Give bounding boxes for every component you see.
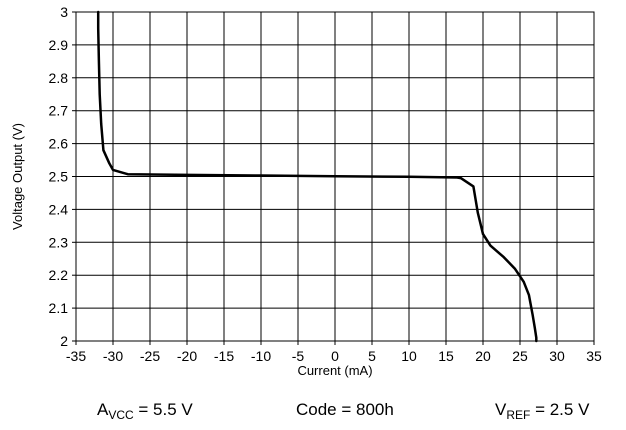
code-text: Code = 800h: [296, 400, 394, 419]
x-tick-label: 0: [331, 348, 339, 364]
tick-marks: [72, 11, 595, 345]
vref-value: = 2.5 V: [530, 400, 590, 419]
x-tick-label: 25: [512, 348, 528, 364]
x-axis-title: Current (mA): [297, 363, 372, 378]
x-tick-label: 5: [368, 348, 376, 364]
x-tick-label: 15: [438, 348, 454, 364]
y-tick-label: 2.7: [49, 103, 69, 119]
series-layer: [96, 10, 538, 343]
x-tick-labels: -35 -30 -25 -20 -15 -10 -5 0 5 10 15 20 25 30 35: [66, 348, 602, 364]
x-tick-label: -30: [103, 348, 123, 364]
y-tick-label: 3: [60, 4, 68, 20]
x-tick-label: -5: [292, 348, 305, 364]
avcc-subscript: VCC: [108, 408, 134, 422]
x-tick-label: -25: [140, 348, 160, 364]
y-tick-label: 2: [60, 333, 68, 349]
x-tick-label: 35: [586, 348, 602, 364]
x-tick-label: 10: [401, 348, 417, 364]
y-tick-label: 2.8: [49, 70, 69, 86]
avcc-symbol: A: [97, 400, 109, 419]
x-tick-label: -35: [66, 348, 86, 364]
vref-subscript: REF: [506, 408, 531, 422]
vref-symbol: V: [495, 400, 507, 419]
y-tick-label: 2.1: [49, 300, 69, 316]
avcc-value: = 5.5 V: [133, 400, 193, 419]
x-tick-label: 30: [549, 348, 565, 364]
avcc-condition: AVCC = 5.5 V: [97, 400, 193, 422]
y-tick-label: 2.5: [49, 169, 69, 185]
vref-condition: VREF = 2.5 V: [495, 400, 589, 422]
y-tick-labels: 2 2.1 2.2 2.3 2.4 2.5 2.6 2.7 2.8 2.9 3: [49, 4, 69, 349]
x-tick-label: 20: [475, 348, 491, 364]
code-condition: Code = 800h: [296, 400, 394, 420]
y-tick-label: 2.2: [49, 267, 69, 283]
series-line: [96, 10, 538, 343]
x-tick-label: -20: [177, 348, 197, 364]
x-tick-label: -10: [251, 348, 271, 364]
x-tick-label: -15: [214, 348, 234, 364]
y-tick-label: 2.3: [49, 234, 69, 250]
y-tick-label: 2.6: [49, 136, 69, 152]
y-axis-title: Voltage Output (V): [10, 123, 25, 230]
y-tick-label: 2.9: [49, 37, 69, 53]
y-tick-label: 2.4: [49, 201, 69, 217]
